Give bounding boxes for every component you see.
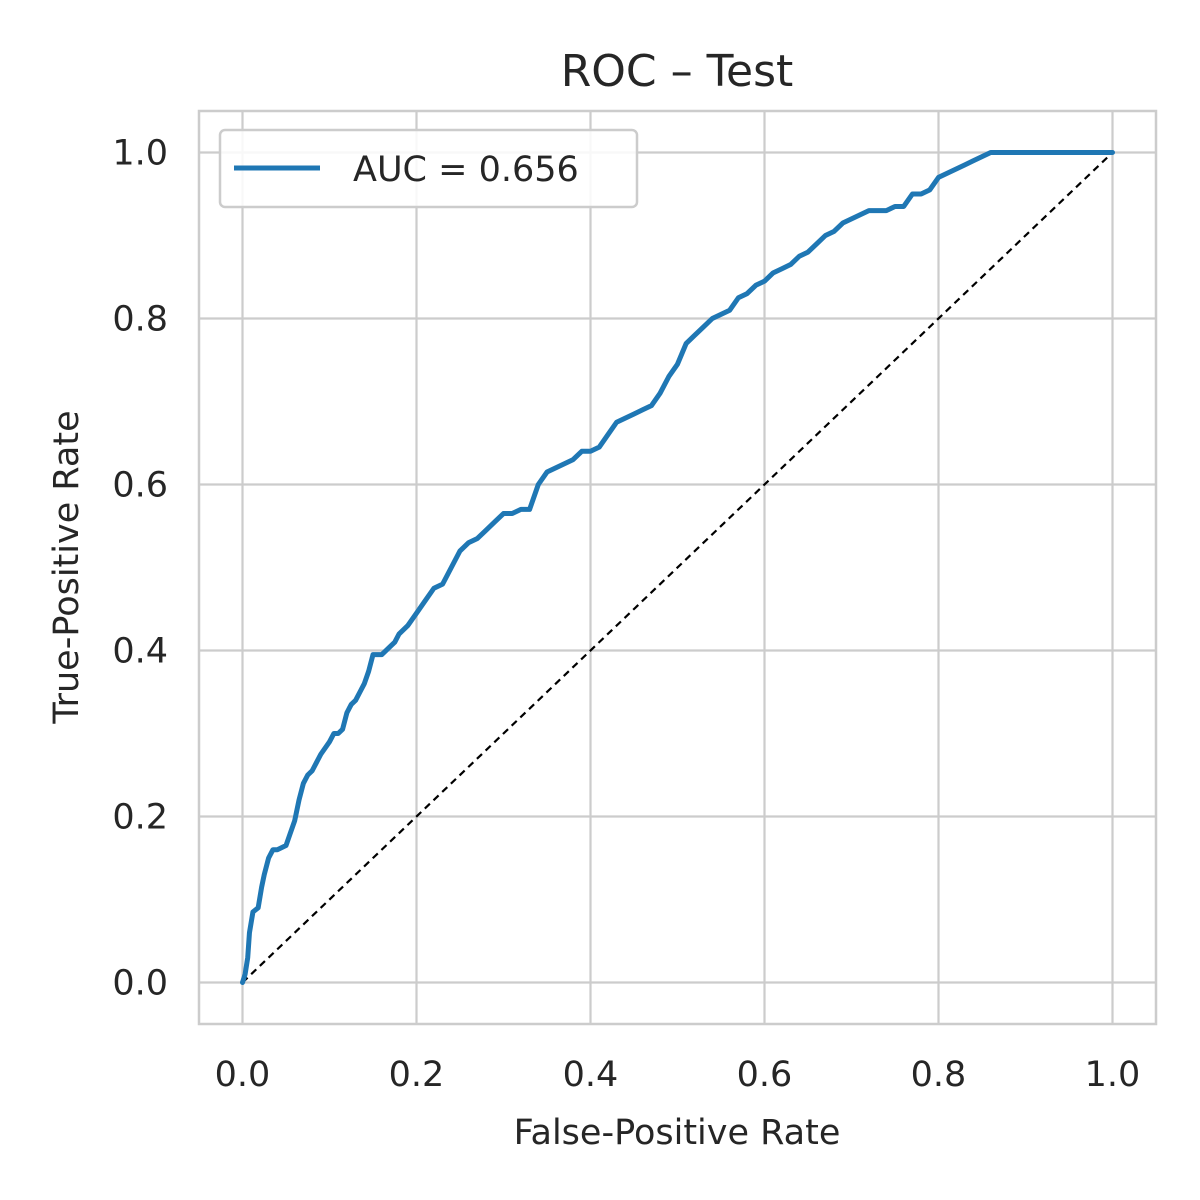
legend-box xyxy=(218,128,639,209)
x-axis-label: False-Positive Rate xyxy=(514,1113,841,1153)
chance-diagonal-line xyxy=(241,151,1114,984)
x-tick-label: 0.0 xyxy=(215,1055,271,1095)
legend-label: AUC = 0.656 xyxy=(353,150,579,190)
plot-area xyxy=(197,109,1158,1026)
y-tick-label: 1.0 xyxy=(112,134,168,174)
chart-title: ROC – Test xyxy=(561,46,794,97)
roc-curve-line xyxy=(240,150,1115,985)
y-axis-label: True-Positive Rate xyxy=(47,410,87,724)
x-tick-label: 0.6 xyxy=(737,1055,793,1095)
x-tick-labels: 0.0 0.2 0.4 0.6 0.8 1.0 xyxy=(215,1055,1141,1095)
y-tick-label: 0.8 xyxy=(112,300,168,340)
x-tick-label: 1.0 xyxy=(1085,1055,1141,1095)
y-tick-labels: 0.0 0.2 0.4 0.6 0.8 1.0 xyxy=(112,134,168,1004)
x-tick-label: 0.8 xyxy=(911,1055,967,1095)
y-tick-label: 0.0 xyxy=(112,964,168,1004)
x-tick-label: 0.4 xyxy=(563,1055,619,1095)
y-tick-label: 0.4 xyxy=(112,632,168,672)
y-tick-label: 0.6 xyxy=(112,466,168,506)
grid xyxy=(199,111,1156,1024)
y-tick-label: 0.2 xyxy=(112,798,168,838)
legend: AUC = 0.656 xyxy=(218,128,639,209)
x-tick-label: 0.2 xyxy=(389,1055,445,1095)
series-lines xyxy=(240,150,1115,985)
